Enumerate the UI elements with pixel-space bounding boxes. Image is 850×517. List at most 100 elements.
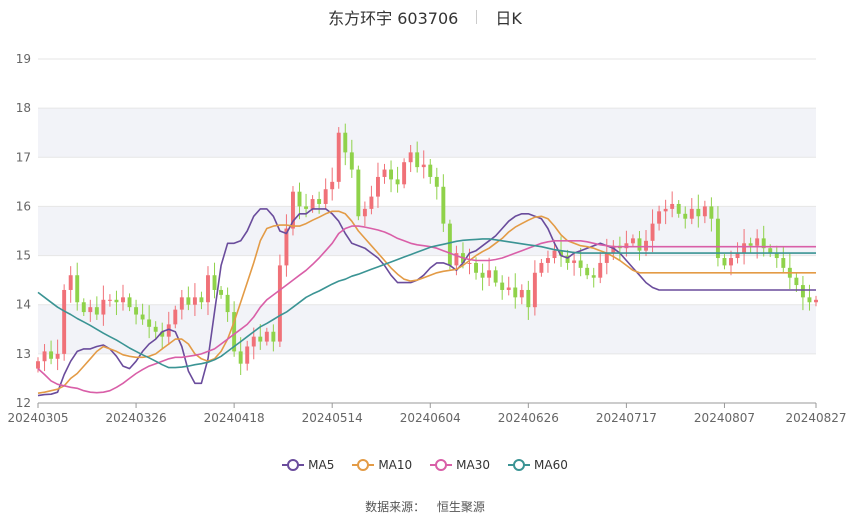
candle-body [781,258,786,268]
candle-body [415,152,420,168]
candle-body [317,199,322,204]
candle-body [258,336,263,342]
x-tick-label: 20240717 [596,411,657,425]
candle-body [644,240,648,251]
candle-body [715,218,720,259]
candle-body [689,208,694,219]
ma5-line [37,208,816,397]
chart-legend: MA5 MA10 MA30 MA60 [0,458,850,472]
x-tick-label: 20240305 [7,411,68,425]
ma30-line [37,225,816,394]
candle-body [264,331,269,342]
candle-body [578,260,583,268]
candle-body [454,253,459,266]
candle-body [506,287,511,290]
x-tick-label: 20240626 [498,411,559,425]
candle-body [297,191,302,207]
legend-label-ma10: MA10 [378,458,413,472]
legend-item-ma30[interactable]: MA30 [430,458,490,472]
candle-body [735,253,740,259]
candle-body [356,169,361,217]
candle-body [304,206,309,209]
legend-swatch-ma30 [430,459,453,471]
candle-body [101,299,106,315]
candle-body [480,272,485,278]
candle-body [572,260,577,263]
candle-body [794,277,799,286]
y-tick-label: 13 [16,347,31,361]
x-tick-label: 20240807 [694,411,755,425]
candle-body [696,208,701,217]
data-source: 数据来源： 恒生聚源 [0,498,850,515]
candle-body [81,302,86,313]
candle-body [709,206,714,219]
y-tick-label: 12 [16,396,31,410]
candle-body [748,243,753,246]
candle-body [323,189,328,204]
candle-body [650,223,655,241]
candle-body [552,250,557,259]
legend-swatch-ma60 [508,459,531,471]
candle-body [565,255,570,263]
candle-body [336,132,341,182]
legend-item-ma60[interactable]: MA60 [508,458,568,472]
source-label: 数据来源： [365,500,426,514]
candle-body [807,297,812,303]
candle-body [179,297,184,310]
candle-body [330,181,335,190]
candle-body [611,245,616,254]
legend-label-ma5: MA5 [308,458,335,472]
candle-body [428,164,433,177]
candle-body [206,275,210,303]
ma10-line [37,210,816,394]
candle-body [532,272,537,308]
candle-body [467,262,472,264]
candle-body [36,361,40,369]
candle-body [526,289,531,308]
candle-body [761,238,766,249]
ma60-line [37,238,816,369]
candle-body [402,162,407,185]
x-tick-label: 20240326 [106,411,167,425]
candle-body [755,238,760,246]
legend-item-ma5[interactable]: MA5 [282,458,334,472]
candle-body [362,208,367,217]
candle-body [55,353,60,359]
candle-body [630,238,635,244]
candle-body [487,270,492,278]
candle-body [277,265,282,342]
x-tick-label: 20240514 [302,411,363,425]
candle-body [88,307,93,313]
candle-body [62,289,67,354]
candle-body [238,351,243,364]
candle-body [493,270,498,283]
candle-body [559,250,563,256]
candle-body [219,289,224,295]
x-tick-label: 20240827 [785,411,846,425]
candle-body [447,223,452,266]
legend-item-ma10[interactable]: MA10 [352,458,412,472]
candle-body [75,275,80,303]
candle-body [729,258,733,266]
candle-body [49,351,54,359]
candle-body [271,331,276,342]
candle-body [186,297,191,305]
candle-body [376,176,380,197]
candle-body [670,203,675,209]
candle-body [173,309,178,325]
candle-body [192,297,197,305]
candle-body [284,228,289,266]
candle-body [166,324,171,337]
candle-body [310,199,315,209]
candle-body [134,307,139,315]
title-divider [476,10,478,24]
y-tick-label: 14 [16,298,31,312]
candle-body [676,203,681,214]
legend-label-ma30: MA30 [456,458,491,472]
candle-body [598,262,603,278]
candle-body [94,307,99,315]
candle-body [147,319,152,327]
candle-body [519,289,524,298]
candle-body [160,331,165,337]
candle-body [107,299,112,301]
